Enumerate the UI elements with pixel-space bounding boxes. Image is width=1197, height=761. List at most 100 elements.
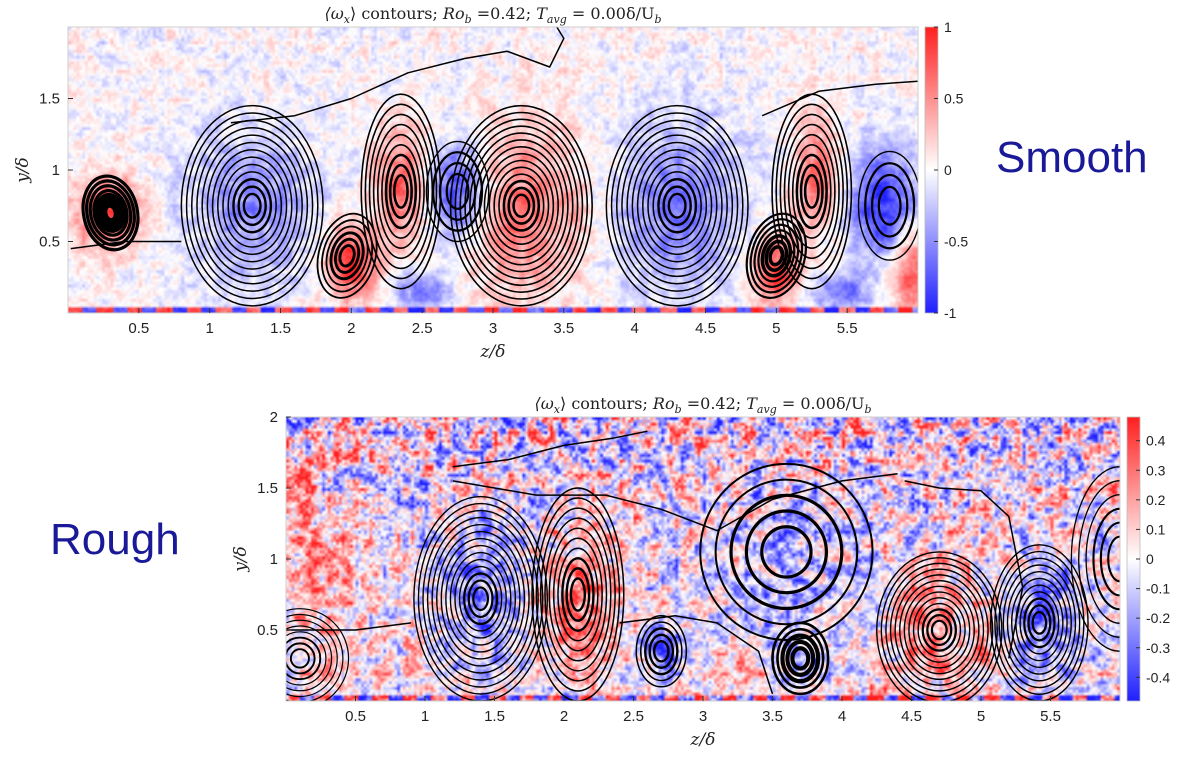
rough-contour-5-5: [899, 579, 980, 681]
rough-contour-6-7: [1019, 591, 1060, 655]
rough-contour-6-1: [994, 550, 1085, 695]
rough-contour-1-0: [531, 487, 625, 701]
smooth-contour-0-6: [102, 202, 119, 224]
rough-ytick-label-2: 1.5: [257, 480, 278, 497]
rough-streamline-0: [452, 430, 648, 468]
smooth-chart-title: ⟨ωx⟩ contours; Rob =0.42; Tavg = 0.00δ/U…: [324, 4, 661, 26]
smooth-xtick-label-4: 2.5: [412, 320, 433, 337]
smooth-contour-1-7: [217, 156, 288, 256]
rough-contour-7-3: [286, 625, 333, 692]
smooth-contour-5-2: [459, 118, 584, 293]
rough-contour-6-4: [1006, 571, 1072, 675]
smooth-contour-1-0: [180, 104, 324, 307]
smooth-contour-2-1: [321, 219, 374, 293]
smooth-contour-1-9: [227, 171, 277, 241]
smooth-ytick-label-0: 0.5: [39, 234, 60, 251]
smooth-contour-1-4: [201, 134, 303, 278]
rough-streamline-2: [904, 480, 1024, 659]
rough-contour-6-5: [1010, 577, 1068, 669]
rough-contour-0-10: [458, 565, 503, 632]
smooth-contour-7-0: [745, 212, 807, 299]
smooth-contour-6-5: [631, 141, 723, 270]
smooth-contour-1-1: [185, 112, 319, 300]
smooth-contour-7-5: [764, 239, 789, 272]
smooth-contour-6-0: [605, 104, 749, 307]
smooth-contour-3-1: [364, 103, 438, 280]
smooth-contour-3-8: [393, 173, 409, 209]
rough-contour-0-6: [440, 537, 521, 660]
smooth-contour-5-6: [478, 145, 564, 266]
smooth-contour-8-1: [775, 103, 849, 280]
smooth-contour-8-4: [787, 133, 836, 249]
rough-colorbar-tick-label-0: -0.4: [1146, 669, 1170, 685]
smooth-contour-7-3: [757, 229, 796, 283]
smooth-contour-6-12: [667, 192, 687, 219]
rough-xtick-label-7: 4: [838, 708, 846, 725]
rough-contour-5-12: [930, 619, 948, 641]
rough-contour-3-3: [744, 509, 829, 595]
smooth-xtick-label-7: 4: [630, 320, 638, 337]
rough-contour-7-4: [286, 631, 327, 686]
rough-contour-5-1: [880, 556, 998, 701]
rough-contour-5-7: [908, 591, 971, 669]
smooth-contour-6-2: [616, 119, 739, 292]
smooth-streamline-0: [230, 27, 565, 124]
rough-xtick-label-9: 5: [977, 708, 985, 725]
smooth-streamline-2: [70, 240, 182, 250]
smooth-contour-8-6: [795, 153, 828, 230]
smooth-contour-2-3: [329, 231, 365, 281]
smooth-colorbar-tick-label-2: 0: [944, 162, 952, 178]
rough-contour-7-7: [289, 648, 310, 669]
smooth-contour-6-9: [652, 171, 702, 241]
smooth-contour-1-3: [196, 126, 309, 285]
smooth-contour-5-12: [507, 186, 536, 225]
rough-contour-0-5: [436, 530, 526, 667]
smooth-contour-2-2: [325, 225, 369, 287]
smooth-contour-6-11: [662, 185, 692, 227]
rough-contour-2-2: [644, 627, 679, 676]
rough-contour-1-2: [539, 507, 616, 682]
rough-contour-7-6: [286, 642, 316, 675]
smooth-contour-5-11: [502, 179, 541, 232]
rough-contour-0-8: [449, 551, 512, 646]
rough-contour-3-0: [699, 462, 874, 641]
rough-panel: 0.5 1 1.5 2 2.5 3 3.5 4 4.5 5 5.5 0.5 1 1.5 2 z/δ y/δ ⟨ωx…: [231, 394, 1170, 750]
rough-contour-5-6: [903, 585, 975, 675]
smooth-contour-0-0: [81, 174, 140, 252]
rough-colorbar-tick-label-1: -0.3: [1146, 640, 1170, 656]
rough-xtick-label-4: 2.5: [623, 708, 644, 725]
rough-xtick-label-2: 1.5: [484, 708, 505, 725]
rough-xtick-label-8: 4.5: [901, 708, 922, 725]
rough-streamline-3: [619, 615, 774, 695]
rough-contour-7-2: [286, 619, 338, 698]
smooth-contour-9-1: [864, 162, 916, 250]
rough-contour-0-9: [454, 558, 507, 639]
smooth-xtick-label-1: 1: [205, 320, 213, 337]
smooth-colorbar-tick-label-4: 1: [944, 19, 952, 35]
rough-contour-0-13: [472, 586, 490, 612]
smooth-contour-1-10: [232, 178, 273, 234]
rough-contour-5-11: [926, 613, 953, 647]
rough-contour-1-5: [552, 537, 603, 652]
rough-ytick-label-3: 2: [270, 409, 278, 426]
smooth-contour-6-6: [636, 149, 718, 263]
smooth-colorbar-tick-label-3: 0.5: [944, 91, 964, 107]
smooth-contour-lines: [70, 27, 918, 307]
smooth-xtick-label-8: 4.5: [695, 320, 716, 337]
smooth-contour-5-7: [483, 152, 560, 259]
rough-contour-6-3: [1002, 564, 1077, 682]
rough-contour-5-4: [894, 574, 985, 686]
rough-contour-5-2: [885, 562, 994, 698]
rough-xtick-label-6: 3.5: [762, 708, 783, 725]
rough-xtick-label-10: 5.5: [1040, 708, 1061, 725]
smooth-colorbar-tick-label-0: -1: [944, 305, 957, 321]
smooth-contour-6-1: [610, 112, 744, 300]
smooth-contour-5-9: [493, 166, 550, 245]
rough-contour-5-9: [917, 602, 962, 658]
rough-contour-5-3: [889, 568, 989, 692]
rough-contour-2-4: [652, 639, 670, 663]
rough-colorbar-tick-label-4: 0: [1146, 551, 1154, 567]
rough-contour-5-10: [921, 608, 957, 652]
smooth-contour-6-7: [642, 156, 713, 256]
